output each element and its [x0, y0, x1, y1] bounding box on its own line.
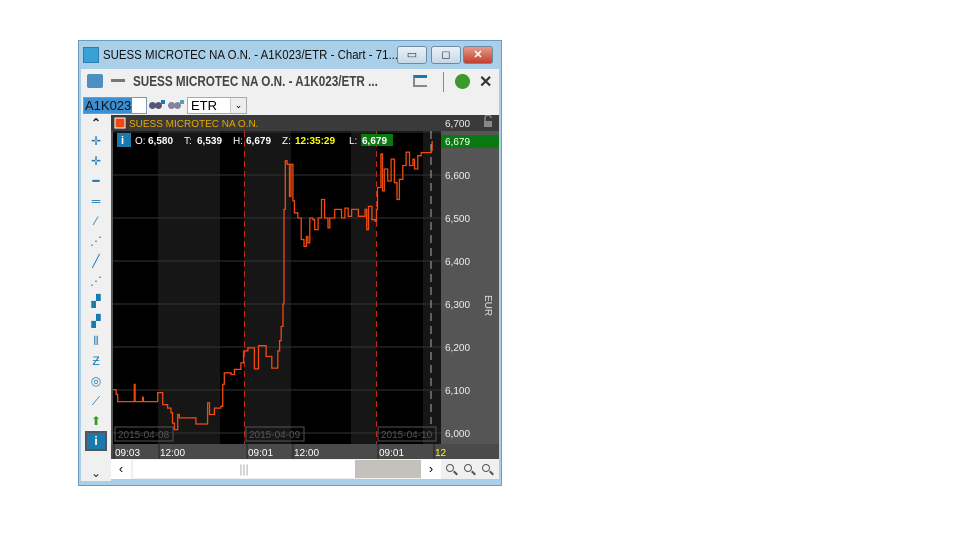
info-value-h: 6,679	[246, 136, 271, 147]
info-value-o: 6,580	[148, 136, 173, 147]
last-price-label: 6,679	[445, 137, 470, 148]
line-icon[interactable]: ╱	[92, 254, 100, 268]
info-icon[interactable]: i	[85, 431, 107, 451]
zoom-reset-icon[interactable]	[481, 462, 497, 476]
divider	[443, 72, 444, 92]
status-indicator	[455, 74, 470, 89]
y-tick-label: 6,600	[445, 171, 470, 182]
x-axis	[111, 444, 499, 459]
fibonacci-time-icon[interactable]: ⫴	[93, 334, 99, 348]
x-tick-label: 09:01	[379, 448, 404, 459]
session-band	[158, 131, 220, 444]
y-tick-label: 6,200	[445, 343, 470, 354]
date-label-box	[377, 426, 437, 442]
date-label: 2015-04-08	[118, 430, 170, 441]
y-tick-label: 6,700	[445, 119, 470, 130]
binoculars-icon[interactable]	[149, 100, 165, 110]
session-band	[244, 131, 291, 444]
zoom-in-icon[interactable]	[445, 462, 461, 476]
date-label-box	[245, 426, 305, 442]
chart-toolbar: SUESS MICROTEC NA O.N. - A1K023/ETR ... …	[81, 69, 499, 95]
info-label: O:	[135, 136, 146, 147]
y-tick-label: 6,300	[445, 300, 470, 311]
zoom-out-icon[interactable]	[463, 462, 479, 476]
layout-icon[interactable]	[413, 75, 427, 87]
info-icon	[117, 133, 131, 147]
info-label: Z:	[282, 136, 291, 147]
info-label: L:	[349, 136, 357, 147]
crosshair-icon[interactable]: ✛	[90, 134, 102, 148]
parallel-lines-icon[interactable]: ═	[91, 194, 101, 208]
price-line	[113, 141, 433, 431]
scroll-thumb[interactable]: |||	[133, 460, 355, 478]
scroll-left-button[interactable]: ‹	[111, 459, 131, 479]
chart-area[interactable]: SUESS MICROTEC NA O.N. 6,000 6,100 6,200 6,3…	[111, 114, 499, 479]
chart-title: SUESS MICROTEC NA O.N. - A1K023/ETR ...	[133, 73, 378, 90]
currency-label: EUR	[482, 295, 493, 316]
info-label: H:	[233, 136, 243, 147]
crosshair-icon[interactable]: ✛	[90, 154, 102, 168]
y-tick-label: 6,400	[445, 257, 470, 268]
y-tick-label: 6,500	[445, 214, 470, 225]
scroll-track[interactable]	[355, 460, 421, 478]
last-value-background	[361, 134, 393, 146]
link-icon[interactable]	[87, 74, 103, 88]
channel-icon[interactable]: ⋰	[90, 234, 102, 248]
series-color-swatch	[114, 117, 126, 129]
fibonacci-retracement-icon[interactable]: ⟋	[91, 394, 101, 408]
y-tick-label: 6,100	[445, 386, 470, 397]
minimize-button[interactable]: ▭	[397, 46, 427, 64]
trend-line-icon[interactable]: ⁄	[94, 214, 97, 228]
x-tick-label: 12	[435, 448, 447, 459]
scroll-up-icon[interactable]: ⌃	[90, 116, 102, 130]
candles-alt-icon[interactable]: ▞	[91, 314, 101, 328]
chart-header	[111, 115, 499, 131]
close-button[interactable]: ✕	[463, 46, 493, 64]
last-price-marker	[441, 135, 499, 149]
pin-icon[interactable]	[111, 79, 125, 82]
session-band	[423, 131, 441, 444]
x-tick-label: 09:01	[248, 448, 273, 459]
scroll-down-icon[interactable]: ⌄	[90, 466, 102, 480]
symbol-input[interactable]: A1K023	[83, 97, 147, 114]
info-value-z: 12:35:29	[295, 136, 335, 147]
info-icon-glyph: i	[121, 135, 124, 147]
info-label: T:	[184, 136, 192, 147]
lock-icon	[484, 121, 492, 127]
lock-icon-shackle	[484, 114, 492, 121]
session-band	[351, 131, 376, 444]
info-value-l: 6,679	[362, 136, 387, 147]
horizontal-line-icon[interactable]: ━	[92, 174, 100, 188]
date-label: 2015-04-10	[381, 430, 433, 441]
instrument-name: SUESS MICROTEC NA O.N.	[129, 119, 258, 130]
x-tick-label: 09:03	[115, 448, 140, 459]
fibonacci-arc-icon[interactable]: ◎	[90, 374, 102, 388]
chart-scrollbar[interactable]: ‹ ||| ›	[111, 459, 499, 479]
chart-window: SUESS MICROTEC NA O.N. - A1K023/ETR - Ch…	[78, 40, 502, 486]
chevron-down-icon[interactable]: ⌄	[230, 98, 246, 113]
date-label-box	[114, 426, 174, 442]
y-tick-label: 6,000	[445, 429, 470, 440]
binoculars-compare-icon[interactable]	[168, 100, 184, 110]
scroll-right-button[interactable]: ›	[421, 459, 441, 479]
symbol-row: A1K023 ETR ⌄	[81, 95, 499, 115]
line-points-icon[interactable]: ⋰	[90, 274, 102, 288]
exchange-select[interactable]: ETR ⌄	[187, 97, 247, 114]
price-chart[interactable]: SUESS MICROTEC NA O.N. 6,000 6,100 6,200 6,3…	[111, 114, 499, 459]
candles-icon[interactable]: ▞	[91, 294, 101, 308]
window-title: SUESS MICROTEC NA O.N. - A1K023/ETR - Ch…	[103, 47, 398, 62]
maximize-button[interactable]: ◻	[431, 46, 461, 64]
date-label: 2015-04-09	[249, 430, 301, 441]
x-tick-label: 12:00	[294, 448, 319, 459]
upload-icon[interactable]: ⬆	[90, 414, 102, 428]
title-bar: SUESS MICROTEC NA O.N. - A1K023/ETR - Ch…	[79, 41, 501, 69]
fibonacci-fan-icon[interactable]: Ƶ	[92, 354, 100, 368]
x-tick-label: 12:00	[160, 448, 185, 459]
close-chart-button[interactable]: ✕	[479, 74, 493, 91]
info-value-t: 6,539	[197, 136, 222, 147]
drawing-toolbar: ⌃ ✛ ✛ ━ ═ ⁄ ⋰ ╱ ⋰ ▞ ▞ ⫴ Ƶ ◎ ⟋ ⬆ i ⌄	[81, 115, 111, 481]
app-icon	[83, 47, 99, 63]
